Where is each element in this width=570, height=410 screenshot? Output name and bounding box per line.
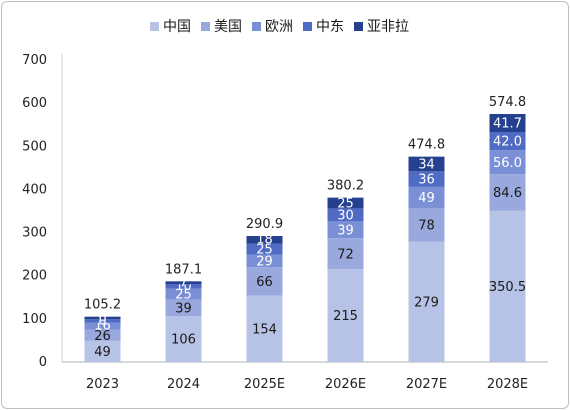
bar-segment <box>165 288 202 300</box>
data-label: 154 <box>252 322 277 337</box>
bar-segment <box>165 281 202 285</box>
legend-swatch-0 <box>150 22 159 31</box>
data-label: 41.7 <box>493 117 522 132</box>
total-label: 290.9 <box>246 217 283 232</box>
data-label: 106 <box>171 333 196 348</box>
legend-label-2: 欧洲 <box>265 19 293 35</box>
data-label: 78 <box>418 218 435 233</box>
bar-segment <box>84 319 121 323</box>
data-label: 84.6 <box>493 186 522 201</box>
bar-segment <box>165 284 202 289</box>
bar-segment <box>408 156 445 172</box>
bar-segment <box>489 210 526 362</box>
data-label: 25 <box>256 243 273 258</box>
data-label: 56.0 <box>493 156 522 171</box>
y-tick-label: 300 <box>22 226 47 241</box>
data-label: 6 <box>98 310 106 325</box>
total-label: 105.2 <box>84 298 121 313</box>
x-axis: 2023 2024 2025E 2026E 2027E 2028E <box>62 361 548 392</box>
y-tick-label: 700 <box>22 53 47 68</box>
bar-segment <box>84 316 121 320</box>
bars: 4926168610639251071546629251821572393025… <box>84 114 526 362</box>
legend: 中国 美国 欧洲 中东 亚非拉 <box>150 19 409 35</box>
bar-segment <box>246 254 283 268</box>
legend-label-3: 中东 <box>316 19 344 35</box>
legend-swatch-2 <box>252 22 261 31</box>
bar-segment <box>246 236 283 244</box>
bar-segment <box>84 340 121 362</box>
legend-swatch-3 <box>303 22 312 31</box>
legend-swatch-1 <box>201 22 210 31</box>
bar-segment <box>489 114 526 133</box>
data-label: 350.5 <box>489 280 526 295</box>
data-label: 25 <box>175 288 192 303</box>
total-labels: 105.2 187.1 290.9 380.2 474.8 574.8 <box>84 95 526 313</box>
y-tick-label: 200 <box>22 269 47 284</box>
bar-segment <box>489 132 526 151</box>
bar-segment <box>84 322 121 330</box>
bar-segment <box>327 238 364 270</box>
bar-segment <box>327 269 364 362</box>
total-label: 474.8 <box>408 138 445 153</box>
total-label: 187.1 <box>165 262 202 277</box>
data-label: 39 <box>175 301 192 316</box>
data-label: 49 <box>94 345 111 360</box>
total-label: 574.8 <box>489 95 526 110</box>
data-label: 34 <box>418 158 435 173</box>
data-label: 36 <box>418 173 435 188</box>
y-tick-label: 500 <box>22 139 47 154</box>
data-label: 25 <box>337 197 354 212</box>
legend-swatch-4 <box>354 22 363 31</box>
bar-segment <box>489 174 526 211</box>
data-label: 42.0 <box>493 135 522 150</box>
x-tick-label: 2028E <box>487 377 528 392</box>
y-tick-label: 100 <box>22 312 47 327</box>
legend-label-4: 亚非拉 <box>367 19 409 35</box>
legend-label-0: 中国 <box>163 19 191 35</box>
data-label: 49 <box>418 191 435 206</box>
data-label: 39 <box>337 223 354 238</box>
y-tick-label: 600 <box>22 96 47 111</box>
y-tick-label: 0 <box>39 355 47 370</box>
bar-segment <box>165 316 202 362</box>
bar-segment <box>327 221 364 239</box>
data-label: 72 <box>337 247 354 262</box>
bar-segment <box>408 171 445 187</box>
bar-segment <box>246 295 283 362</box>
data-label: 8 <box>98 314 106 329</box>
data-label: 279 <box>414 295 439 310</box>
x-tick-label: 2025E <box>244 377 285 392</box>
bar-segment <box>84 329 121 341</box>
x-tick-label: 2027E <box>406 377 447 392</box>
bar-segment <box>489 150 526 175</box>
bar-segment <box>408 186 445 208</box>
x-tick-label: 2024 <box>167 377 200 392</box>
bar-segment <box>408 241 445 362</box>
y-axis: 0 100 200 300 400 500 600 700 <box>22 53 63 370</box>
bar-segment <box>165 299 202 317</box>
data-label: 29 <box>256 254 273 269</box>
x-tick-label: 2023 <box>86 377 119 392</box>
bar-segment <box>327 197 364 209</box>
x-tick-label: 2026E <box>325 377 366 392</box>
bar-segment <box>408 207 445 242</box>
data-label: 66 <box>256 275 273 290</box>
data-label: 26 <box>94 329 111 344</box>
bar-segment <box>327 208 364 222</box>
total-label: 380.2 <box>327 179 364 194</box>
bar-segment <box>246 267 283 296</box>
bar-segment <box>246 243 283 255</box>
data-label: 30 <box>337 208 354 223</box>
data-label: 7 <box>179 275 187 290</box>
data-label: 18 <box>256 232 273 247</box>
y-tick-label: 400 <box>22 182 47 197</box>
data-label: 215 <box>333 309 358 324</box>
legend-label-1: 美国 <box>214 19 242 35</box>
